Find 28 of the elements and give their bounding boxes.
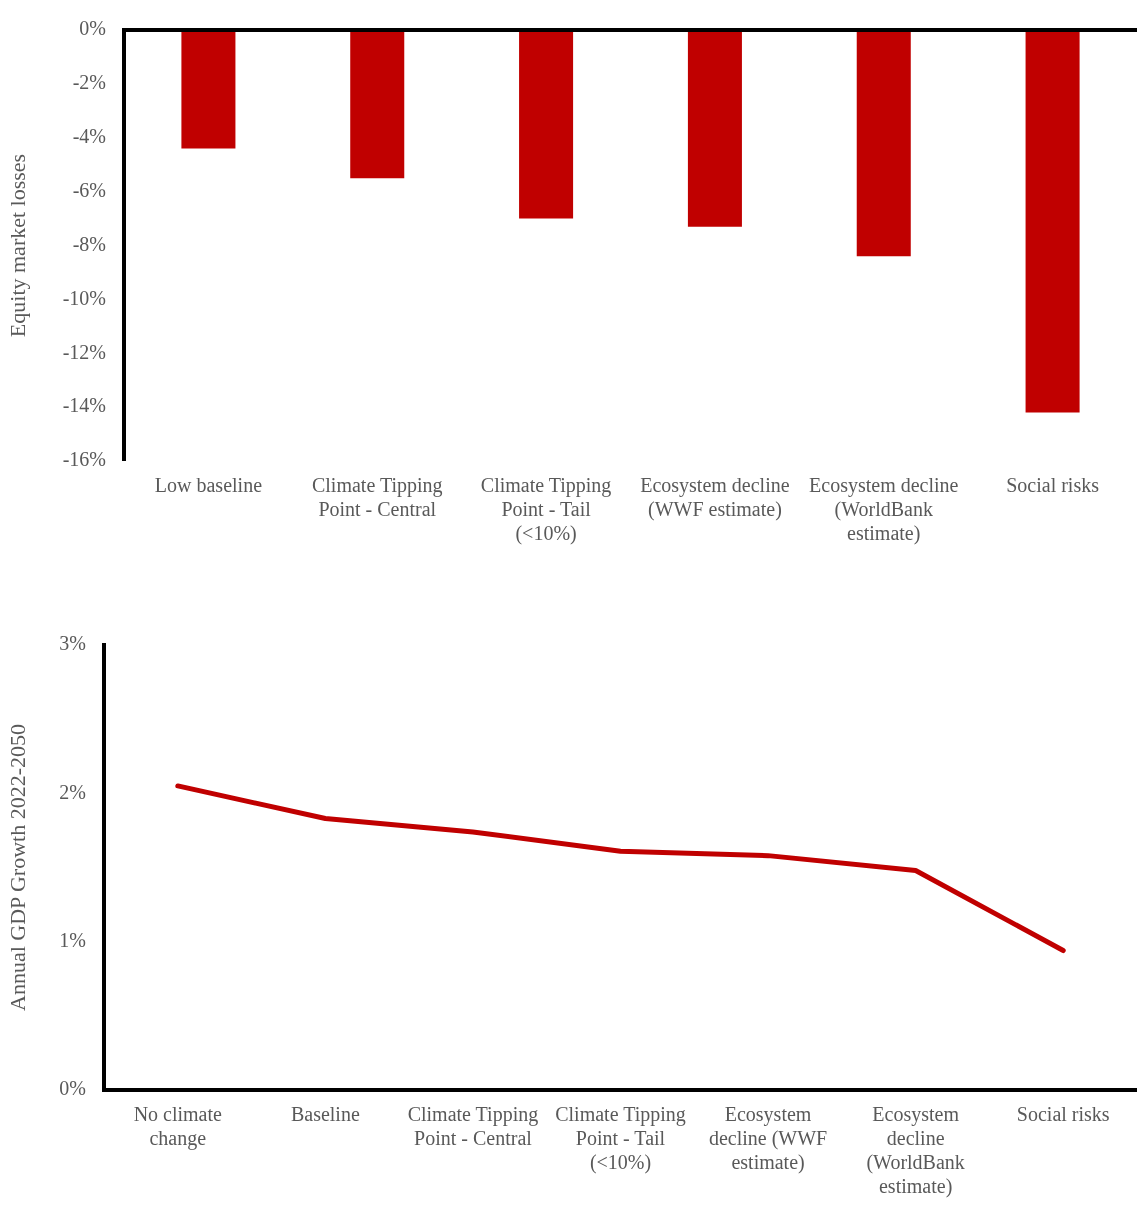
x-tick-label: Climate Tipping Point - Central bbox=[311, 474, 443, 521]
y-tick-label: 3% bbox=[59, 632, 86, 655]
y-tick-label: -14% bbox=[62, 394, 106, 417]
y-tick-label: -4% bbox=[72, 125, 106, 147]
x-tick-label: Climate Tipping Point - Central bbox=[407, 1103, 539, 1150]
x-tick-label: Climate Tipping Point - Tail (<10%) bbox=[480, 474, 612, 546]
y-tick-label: -2% bbox=[72, 71, 106, 94]
y-axis-title: Equity market losses bbox=[4, 153, 30, 338]
x-tick-label: Low baseline bbox=[154, 474, 263, 497]
y-tick-label: 0% bbox=[59, 1077, 86, 1100]
x-tick-label: No climate change bbox=[133, 1103, 223, 1151]
y-tick-label: -10% bbox=[62, 286, 106, 309]
x-tick-label: Social risks bbox=[1006, 474, 1100, 497]
y-tick-label: 2% bbox=[59, 780, 86, 803]
y-tick-label: -12% bbox=[62, 340, 106, 363]
y-axis-title: Annual GDP Growth 2022-2050 bbox=[4, 724, 30, 1011]
x-tick-label: Ecosystem decline (WorldBank estimate) bbox=[809, 474, 959, 546]
x-tick-label: Social risks bbox=[1016, 1103, 1110, 1126]
y-tick-label: 0% bbox=[79, 17, 106, 40]
y-tick-label: -16% bbox=[62, 448, 106, 471]
x-tick-label: Ecosystem decline (WWF estimate) bbox=[640, 474, 790, 522]
x-tick-label: Baseline bbox=[290, 1103, 360, 1126]
y-tick-label: -6% bbox=[72, 178, 106, 201]
y-tick-label: 1% bbox=[59, 928, 86, 951]
y-tick-label: -8% bbox=[72, 232, 106, 255]
x-tick-label: Ecosystem decline (WorldBank estimate) bbox=[866, 1103, 965, 1199]
x-tick-label: Climate Tipping Point - Tail (<10%) bbox=[555, 1103, 686, 1175]
x-tick-label: Ecosystem decline (WWF estimate) bbox=[708, 1103, 828, 1175]
